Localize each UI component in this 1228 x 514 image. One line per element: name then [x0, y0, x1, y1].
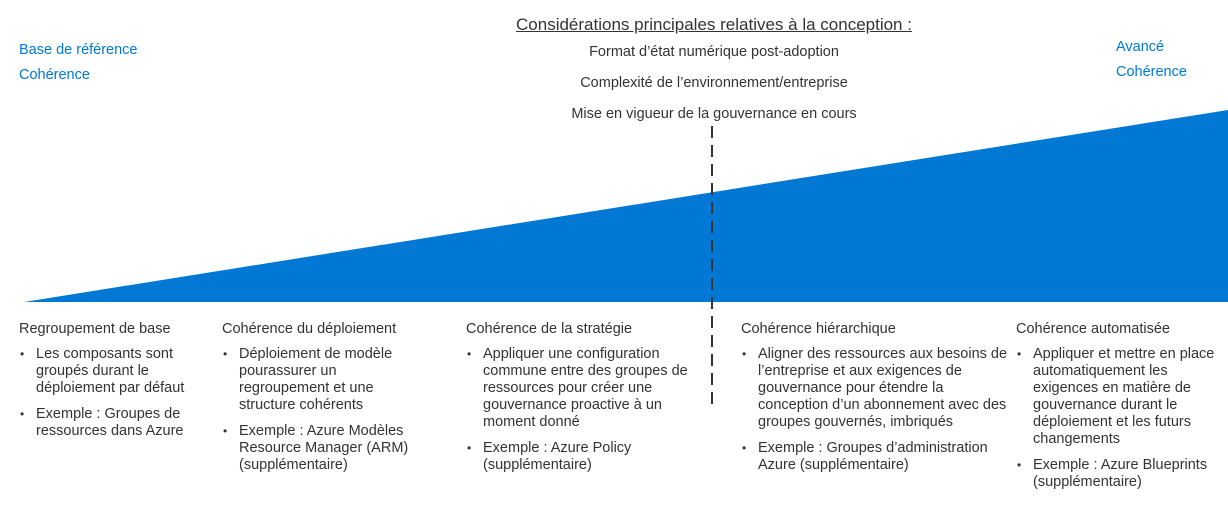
- advanced-label-line: Cohérence: [1116, 64, 1187, 80]
- bullet-item: Appliquer et mettre en place automatique…: [1016, 346, 1222, 448]
- bullet-item: Exemple : Azure Policy (supplémentaire): [466, 440, 701, 474]
- bullet-list: Les composants sont groupés durant le dé…: [19, 346, 205, 440]
- bullet-item: Les composants sont groupés durant le dé…: [19, 346, 205, 397]
- maturity-wedge: [24, 110, 1228, 302]
- baseline-label-line: Cohérence: [19, 67, 90, 83]
- column-title: Cohérence automatisée: [1016, 321, 1170, 337]
- bullet-list: Aligner des ressources aux besoins de l’…: [741, 346, 1009, 474]
- bullet-item: Déploiement de modèle pourassurer un reg…: [222, 346, 414, 414]
- column-title: Cohérence de la stratégie: [466, 321, 633, 337]
- column-hierarchical-consistency: Cohérence hiérarchique Aligner des resso…: [741, 321, 1009, 483]
- bullet-item: Exemple : Azure Blueprints (supplémentai…: [1016, 457, 1222, 491]
- consideration-item: Mise en vigueur de la gouvernance en cou…: [571, 106, 857, 122]
- column-policy-consistency: Cohérence de la stratégie Appliquer une …: [466, 321, 701, 483]
- column-deployment-consistency: Cohérence du déploiement Déploiement de …: [222, 321, 414, 483]
- bullet-item: Exemple : Groupes d’administration Azure…: [741, 440, 1009, 474]
- advanced-label: Avancé Cohérence: [1116, 35, 1187, 85]
- column-title: Cohérence hiérarchique: [741, 321, 896, 337]
- baseline-label: Base de référence Cohérence: [19, 38, 138, 88]
- bullet-item: Exemple : Groupes de ressources dans Azu…: [19, 406, 205, 440]
- column-title: Cohérence du déploiement: [222, 321, 397, 337]
- column-title: Regroupement de base: [19, 321, 171, 337]
- bullet-item: Aligner des ressources aux besoins de l’…: [741, 346, 1009, 431]
- page-title: Considérations principales relatives à l…: [516, 15, 912, 34]
- column-basic-grouping: Regroupement de base Les composants sont…: [19, 321, 205, 449]
- column-automated-consistency: Cohérence automatisée Appliquer et mettr…: [1016, 321, 1222, 500]
- bullet-item: Exemple : Azure Modèles Resource Manager…: [222, 423, 414, 474]
- bullet-list: Déploiement de modèle pourassurer un reg…: [222, 346, 414, 474]
- consideration-item: Complexité de l’environnement/entreprise: [580, 75, 848, 91]
- bullet-list: Appliquer une configuration commune entr…: [466, 346, 701, 474]
- advanced-label-line: Avancé: [1116, 39, 1165, 55]
- bullet-item: Appliquer une configuration commune entr…: [466, 346, 701, 431]
- consideration-item: Format d’état numérique post-adoption: [589, 44, 839, 60]
- considerations-list: Format d’état numérique post-adoption Co…: [0, 44, 1228, 137]
- bullet-list: Appliquer et mettre en place automatique…: [1016, 346, 1222, 491]
- baseline-label-line: Base de référence: [19, 42, 138, 58]
